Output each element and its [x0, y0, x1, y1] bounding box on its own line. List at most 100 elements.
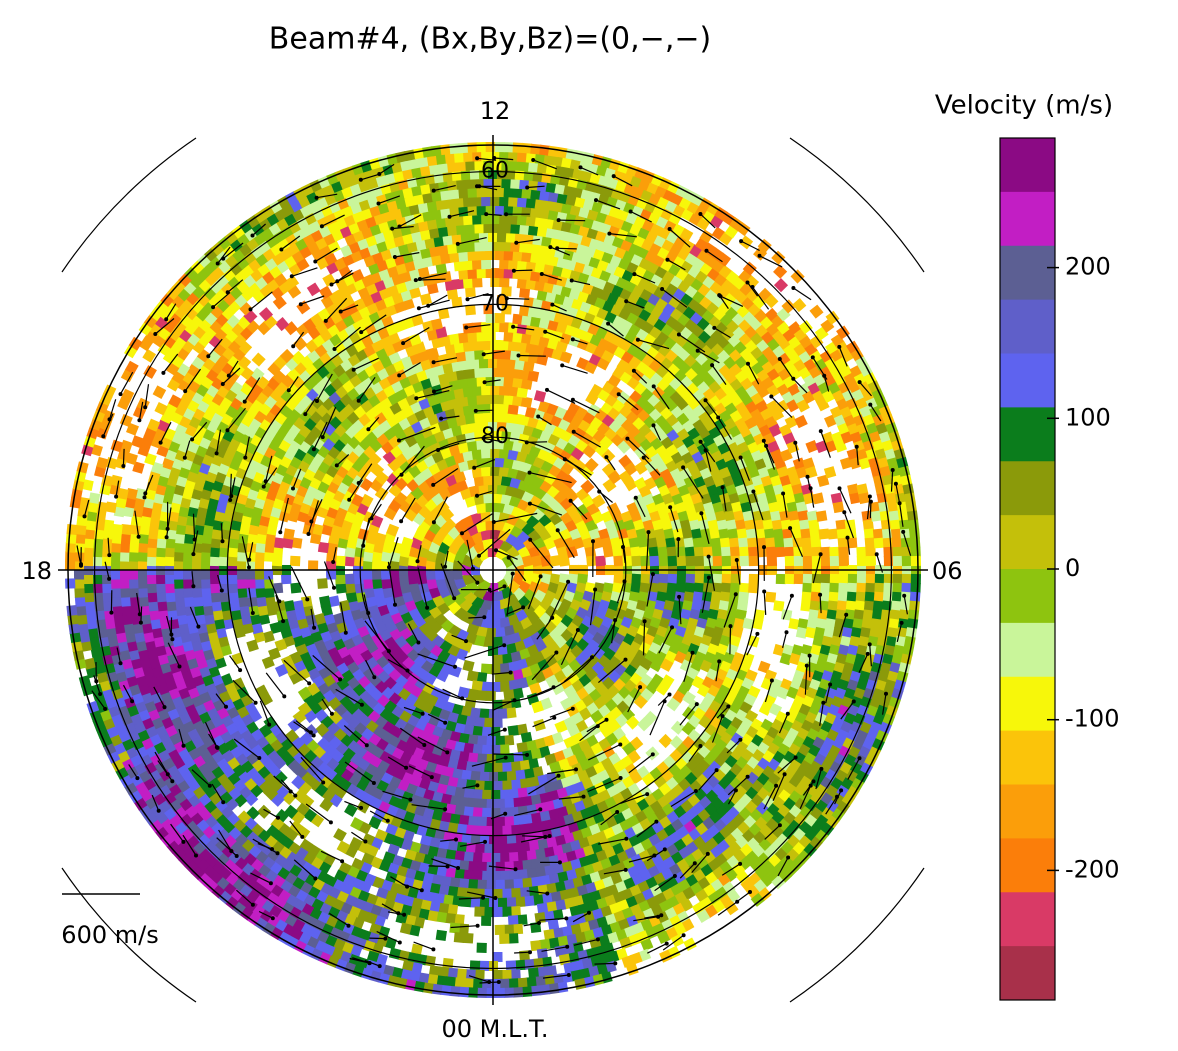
field-cell [508, 933, 519, 944]
field-cell [227, 556, 237, 566]
field-cell [490, 448, 500, 458]
field-cell [128, 578, 138, 588]
field-cell [503, 735, 514, 746]
field-cell [677, 556, 687, 567]
field-cell [209, 583, 220, 594]
field-cell [245, 569, 255, 579]
field-cell [254, 560, 264, 570]
field-cell [483, 826, 493, 836]
field-cell [483, 241, 493, 251]
field-cell [508, 870, 519, 881]
field-cell [486, 691, 496, 701]
field-cell [510, 888, 521, 899]
field-cell [775, 547, 786, 558]
field-cell [463, 196, 474, 207]
field-cell [499, 789, 509, 799]
field-cell [119, 587, 130, 598]
field-cell [486, 880, 496, 890]
field-cell [495, 736, 505, 746]
field-cell [128, 569, 138, 579]
field-cell [803, 556, 813, 566]
field-cell [481, 196, 491, 206]
field-cell [492, 781, 502, 791]
field-cell [164, 574, 174, 584]
field-cell [838, 547, 848, 557]
field-cell [486, 331, 496, 341]
field-cell [481, 259, 491, 269]
field-cell [164, 547, 175, 558]
field-cell [686, 574, 696, 584]
field-cell [481, 403, 491, 413]
field-cell [812, 556, 822, 566]
field-cell [182, 551, 192, 561]
field-cell [472, 196, 482, 206]
field-cell [236, 560, 246, 570]
field-cell [512, 924, 523, 935]
field-cell [874, 583, 884, 593]
field-cell [829, 583, 840, 594]
field-cell [508, 725, 519, 736]
field-cell [483, 475, 494, 485]
field-cell [281, 574, 291, 584]
field-cell [866, 574, 876, 584]
field-cell [273, 296, 287, 310]
field-cell [254, 578, 265, 589]
field-cell [481, 448, 492, 459]
field-cell [501, 780, 512, 791]
field-cell [490, 790, 500, 800]
field-cell [794, 574, 804, 584]
field-cell [838, 583, 848, 593]
field-cell [830, 574, 840, 584]
field-cell [492, 655, 503, 665]
field-cell [501, 843, 512, 853]
field-cell [503, 798, 514, 809]
field-cell [776, 574, 786, 584]
field-cell [472, 322, 483, 333]
field-cell [137, 560, 147, 570]
field-cell [649, 556, 660, 567]
field-cell [504, 924, 514, 934]
field-cell [474, 907, 484, 917]
field-cell [322, 273, 336, 287]
field-cell [495, 187, 505, 197]
field-cell [476, 798, 486, 808]
field-cell [504, 250, 515, 260]
field-cell [495, 268, 505, 278]
field-cell [492, 952, 502, 962]
field-cell [492, 241, 502, 251]
field-cell [481, 322, 491, 332]
field-cell [465, 241, 476, 252]
field-cell [785, 574, 795, 584]
field-cell [128, 560, 138, 570]
field-cell [137, 578, 147, 588]
field-cell [486, 250, 496, 260]
field-cell [497, 708, 508, 719]
field-cell [492, 826, 502, 836]
field-cell [481, 745, 491, 755]
field-cell [472, 870, 483, 881]
field-cell [497, 898, 507, 908]
field-cell [668, 556, 678, 567]
field-cell [146, 547, 157, 558]
field-cell [865, 547, 875, 557]
field-cell [495, 205, 505, 215]
field-cell [153, 385, 167, 399]
field-cell [499, 934, 509, 944]
field-cell [508, 214, 519, 225]
field-cell [812, 492, 824, 504]
field-cell [866, 556, 876, 566]
field-cell [695, 574, 705, 584]
field-cell [380, 569, 390, 579]
field-cell [182, 560, 192, 570]
field-cell [477, 943, 487, 953]
field-cell [119, 578, 129, 588]
field-cell [200, 560, 210, 570]
field-cell [508, 196, 519, 207]
field-cell [794, 415, 807, 428]
field-cell [875, 574, 885, 584]
field-cell [467, 250, 478, 261]
field-cell [371, 569, 381, 579]
field-cell [236, 569, 246, 579]
field-cell [137, 551, 147, 561]
field-cell [481, 808, 491, 818]
